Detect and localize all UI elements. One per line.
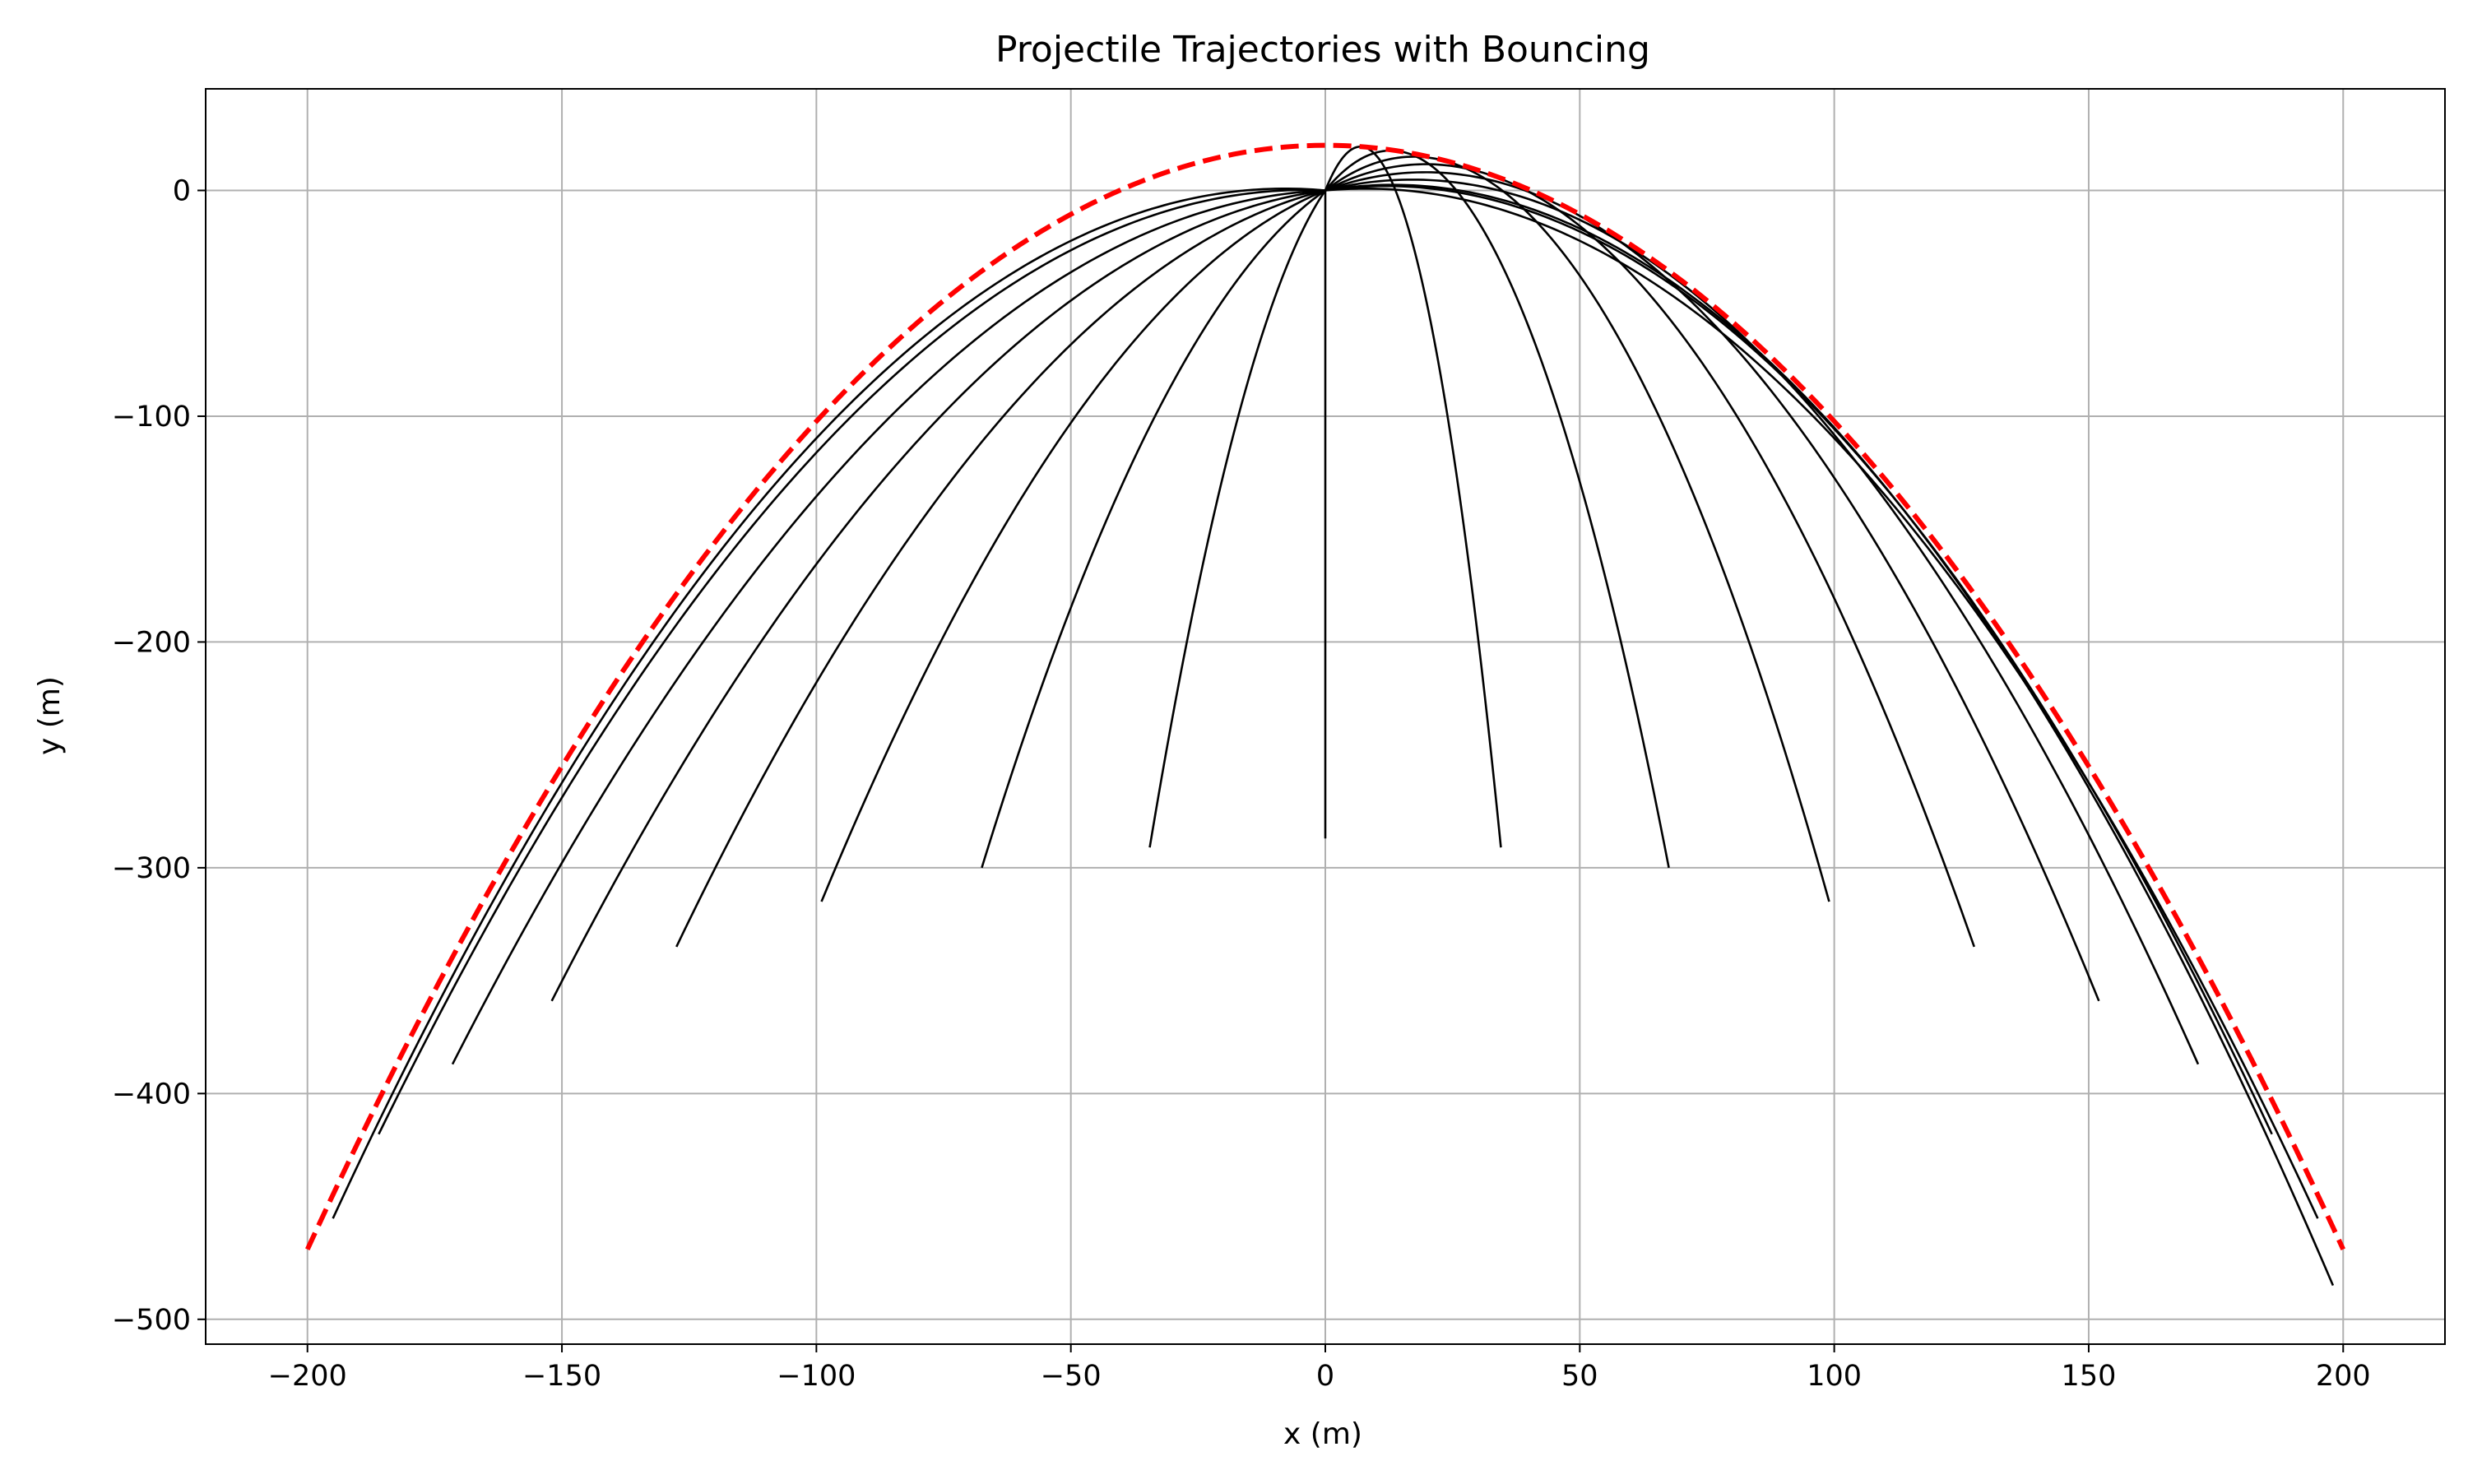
trajectory-line-7 [1324,163,1975,948]
x-tick-label: −150 [522,1360,601,1393]
y-tick-label: −500 [112,1304,191,1337]
trajectory-line-1 [1324,145,1502,848]
trajectory-line-16 [332,187,1326,1219]
trajectory-line-5 [1324,155,1830,902]
trajectory-line-6 [820,189,1326,902]
x-tick-label: −100 [777,1360,856,1393]
trajectory-line-14 [378,188,1326,1135]
grid [206,89,2445,1344]
envelope-line [305,142,2345,1250]
y-tick-label: −200 [112,626,191,659]
trajectory-lines [332,145,2335,1287]
trajectory-line-2 [1148,189,1327,848]
y-axis-label: y (m) [33,676,67,755]
y-axis-ticks: 0 −100 −200 −300 −400 −500 [112,175,206,1337]
trajectory-line-9 [1324,171,2100,1002]
x-tick-label: 0 [1316,1360,1334,1393]
y-tick-label: −100 [112,401,191,434]
trajectory-line-17 [1324,183,2335,1287]
trajectory-line-4 [981,189,1326,869]
trajectory-line-8 [675,189,1326,948]
trajectory-line-10 [550,189,1326,1002]
y-tick-label: 0 [173,175,191,208]
trajectory-line-12 [451,189,1326,1065]
x-tick-label: 50 [1561,1360,1598,1393]
x-tick-label: 150 [2062,1360,2117,1393]
x-axis-label: x (m) [1283,1417,1362,1451]
envelope-curve [305,142,2345,1250]
y-tick-label: −400 [112,1078,191,1111]
x-tick-label: −200 [268,1360,347,1393]
x-tick-label: −50 [1041,1360,1102,1393]
y-tick-label: −300 [112,852,191,885]
trajectory-line-3 [1324,149,1670,869]
x-tick-label: 200 [2316,1360,2371,1393]
x-tick-label: 100 [1807,1360,1862,1393]
chart-title: Projectile Trajectories with Bouncing [995,29,1650,71]
trajectory-line-15 [1324,187,2319,1219]
x-axis-ticks: −200 −150 −100 −50 0 50 100 150 200 [268,1344,2371,1393]
